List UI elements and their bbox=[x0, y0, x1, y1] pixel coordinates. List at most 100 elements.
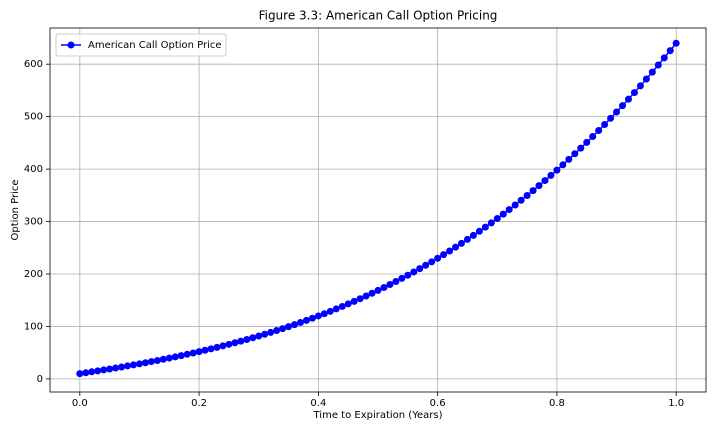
x-axis-label: Time to Expiration (Years) bbox=[313, 410, 443, 421]
data-point bbox=[350, 297, 358, 305]
data-point bbox=[648, 68, 656, 76]
data-point bbox=[541, 177, 549, 185]
data-point bbox=[392, 277, 400, 285]
data-point bbox=[171, 353, 179, 361]
data-point bbox=[159, 355, 167, 363]
data-point bbox=[207, 345, 215, 353]
data-point bbox=[601, 121, 609, 129]
data-point bbox=[308, 314, 316, 322]
data-point bbox=[475, 227, 483, 235]
data-point bbox=[624, 95, 632, 103]
data-point bbox=[469, 231, 477, 239]
data-point bbox=[314, 312, 322, 320]
data-point bbox=[404, 271, 412, 279]
data-point bbox=[189, 349, 197, 357]
data-point bbox=[255, 332, 263, 340]
data-point bbox=[410, 268, 418, 276]
data-point bbox=[296, 319, 304, 327]
data-point bbox=[660, 54, 668, 62]
data-point bbox=[654, 61, 662, 69]
data-point bbox=[463, 235, 471, 243]
legend-box bbox=[55, 33, 227, 57]
y-axis-label: Option Price bbox=[10, 180, 21, 241]
data-point bbox=[141, 359, 149, 367]
data-point bbox=[630, 89, 638, 97]
data-point bbox=[320, 310, 328, 318]
data-point bbox=[76, 370, 84, 378]
data-point bbox=[177, 352, 185, 360]
data-point bbox=[273, 327, 281, 335]
y-tick-label: 100 bbox=[24, 321, 43, 332]
data-point bbox=[291, 321, 299, 329]
data-point bbox=[225, 340, 233, 348]
data-point bbox=[446, 247, 454, 255]
data-point bbox=[237, 337, 245, 345]
data-point bbox=[434, 254, 442, 262]
data-point bbox=[487, 219, 495, 227]
data-point bbox=[493, 215, 501, 223]
data-point bbox=[619, 102, 627, 110]
x-tick-label: 0.0 bbox=[72, 398, 88, 409]
data-point bbox=[356, 295, 364, 303]
data-point bbox=[613, 108, 621, 116]
data-point bbox=[362, 292, 370, 300]
data-point bbox=[499, 210, 507, 218]
data-point bbox=[416, 265, 424, 273]
y-tick-label: 0 bbox=[37, 374, 43, 385]
data-point bbox=[147, 358, 155, 366]
data-point bbox=[553, 166, 561, 174]
chart-title: Figure 3.3: American Call Option Pricing bbox=[259, 9, 498, 23]
y-tick-label: 200 bbox=[24, 269, 43, 280]
data-point bbox=[636, 82, 644, 90]
data-point bbox=[129, 361, 137, 369]
data-point bbox=[529, 187, 537, 195]
x-tick-label: 1.0 bbox=[668, 398, 684, 409]
data-point bbox=[94, 367, 102, 375]
data-point bbox=[511, 201, 519, 209]
data-point bbox=[428, 258, 436, 266]
legend-marker bbox=[67, 41, 75, 49]
data-point bbox=[183, 350, 191, 358]
data-point bbox=[285, 323, 293, 331]
data-point bbox=[213, 343, 221, 351]
data-point bbox=[481, 223, 489, 231]
data-point bbox=[517, 196, 525, 204]
data-point bbox=[124, 362, 132, 370]
data-point bbox=[672, 39, 680, 47]
data-point bbox=[422, 261, 430, 269]
data-point bbox=[100, 366, 108, 374]
data-point bbox=[261, 330, 269, 338]
plot-frame bbox=[49, 27, 707, 393]
data-point bbox=[231, 339, 239, 347]
y-tick-label: 600 bbox=[24, 59, 43, 70]
x-tick-label: 0.2 bbox=[191, 398, 207, 409]
x-tick-label: 0.4 bbox=[310, 398, 326, 409]
data-point bbox=[165, 354, 173, 362]
data-point bbox=[607, 114, 615, 122]
data-point bbox=[440, 251, 448, 259]
data-point bbox=[302, 316, 310, 324]
data-line bbox=[79, 42, 677, 375]
x-tick-label: 0.6 bbox=[430, 398, 446, 409]
y-tick-label: 500 bbox=[24, 112, 43, 123]
data-point bbox=[249, 334, 257, 342]
data-point bbox=[112, 364, 120, 372]
data-point bbox=[135, 360, 143, 368]
x-tick-label: 0.8 bbox=[549, 398, 565, 409]
data-point bbox=[279, 325, 287, 333]
data-point bbox=[535, 182, 543, 190]
data-point bbox=[267, 328, 275, 336]
data-point bbox=[380, 283, 388, 291]
legend-label: American Call Option Price bbox=[88, 40, 222, 51]
data-point bbox=[386, 281, 394, 289]
data-point bbox=[106, 365, 114, 373]
data-point bbox=[243, 335, 251, 343]
data-point bbox=[219, 342, 227, 350]
data-point bbox=[374, 286, 382, 294]
data-point bbox=[338, 302, 346, 310]
y-tick-label: 300 bbox=[24, 217, 43, 228]
data-point bbox=[547, 171, 555, 179]
data-point bbox=[332, 305, 340, 313]
